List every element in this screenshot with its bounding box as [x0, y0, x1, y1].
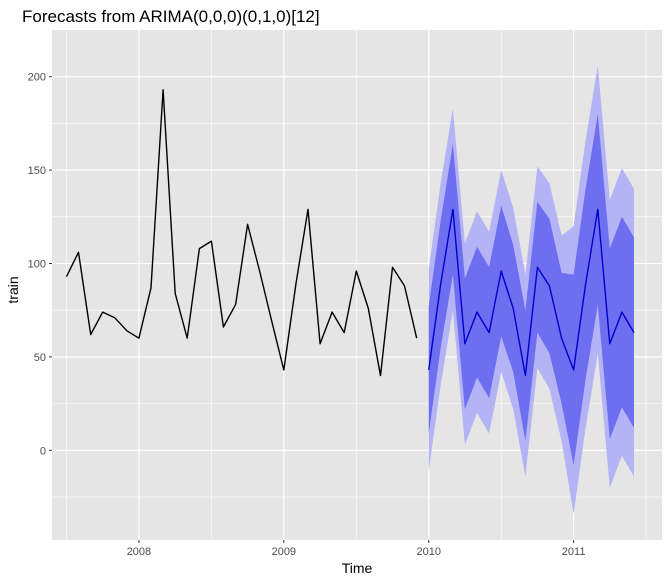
y-axis: 0 50 100 150 200	[28, 72, 52, 457]
x-axis-title: Time	[342, 560, 373, 576]
history-line	[65, 89, 418, 377]
y-axis-title: train	[5, 276, 21, 303]
y-tick-label: 100	[28, 259, 46, 271]
y-tick-label: 50	[34, 352, 46, 364]
x-tick-label: 2008	[127, 546, 151, 558]
prediction-intervals	[428, 65, 634, 514]
y-tick-label: 0	[40, 445, 46, 457]
interval-80-band	[428, 114, 634, 466]
x-axis: 2008 2009 2010 2011	[127, 540, 586, 558]
x-tick-label: 2009	[272, 546, 296, 558]
y-tick-label: 150	[28, 165, 46, 177]
y-tick-label: 200	[28, 72, 46, 84]
x-tick-label: 2011	[562, 546, 586, 558]
forecast-line	[428, 208, 635, 377]
x-tick-label: 2010	[416, 546, 440, 558]
chart-title: Forecasts from ARIMA(0,0,0)(0,1,0)[12]	[22, 7, 320, 26]
minor-gridlines	[52, 30, 662, 540]
series-lines	[65, 89, 635, 377]
